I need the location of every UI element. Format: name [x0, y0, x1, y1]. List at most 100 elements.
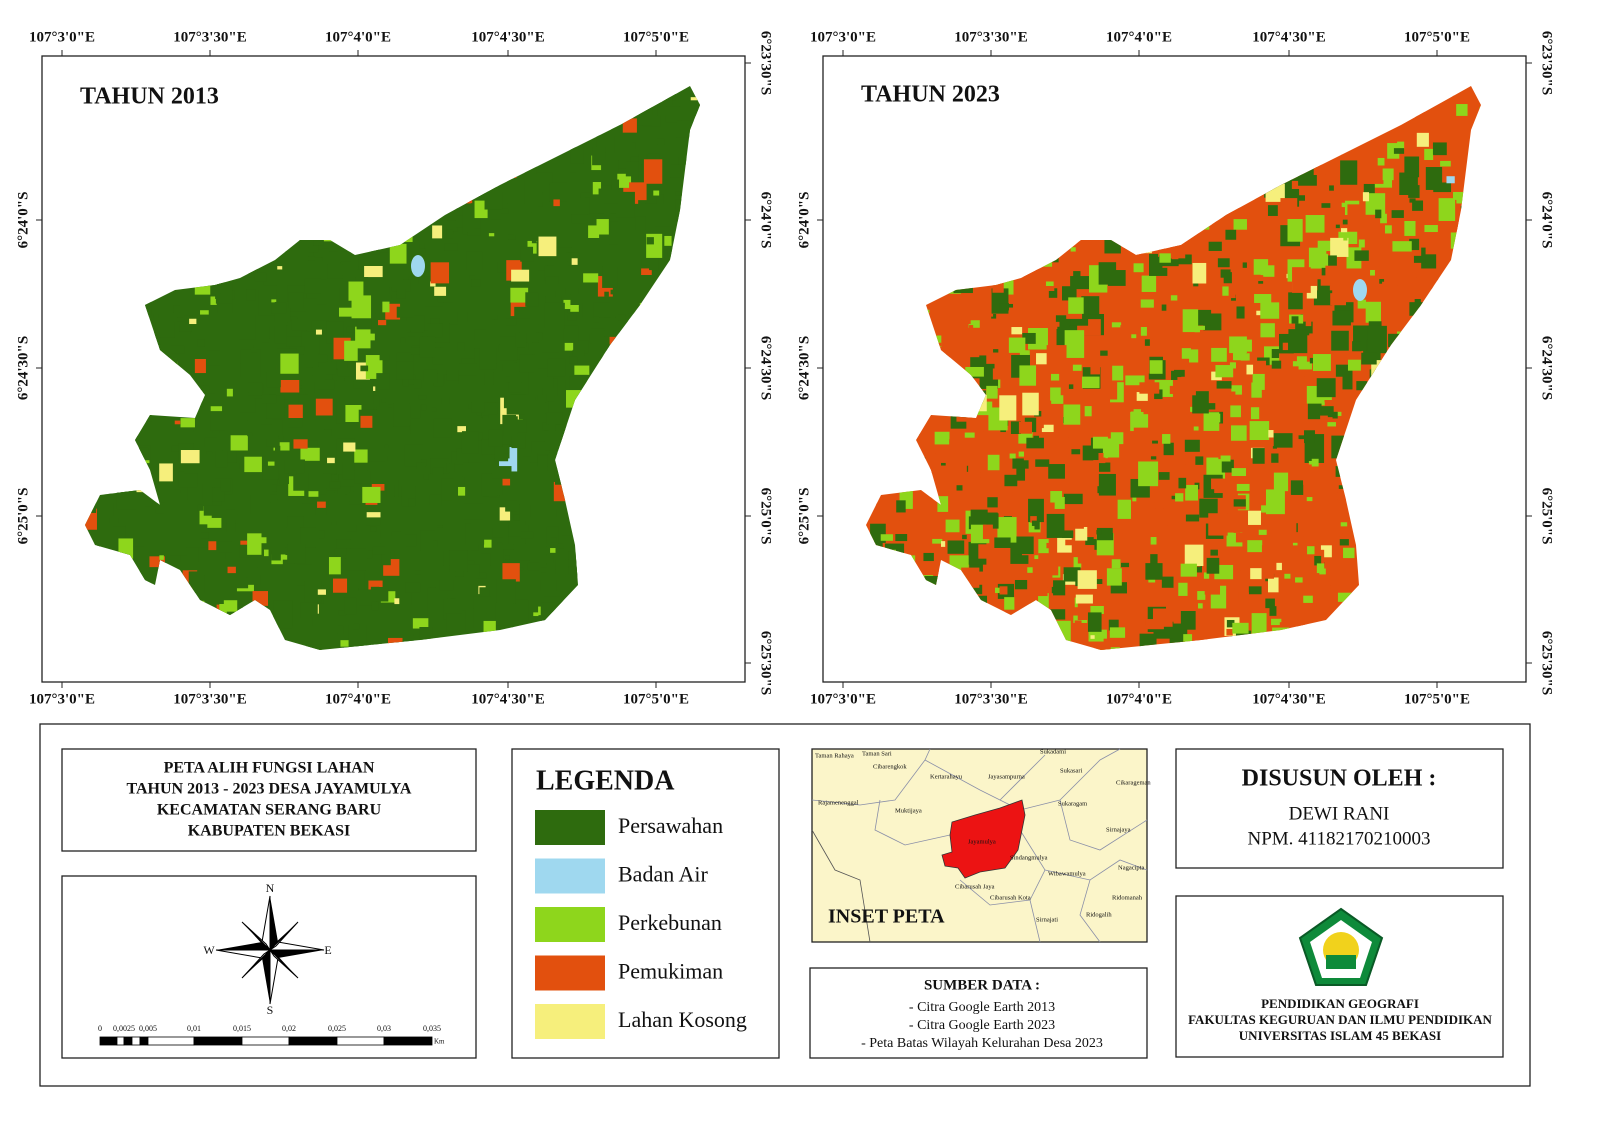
land-patch — [389, 243, 407, 264]
land-patch — [358, 266, 364, 270]
land-patch — [536, 476, 550, 496]
land-patch — [394, 598, 400, 605]
land-patch — [1027, 595, 1039, 604]
land-patch — [457, 342, 465, 352]
land-patch — [961, 319, 971, 325]
land-patch — [458, 486, 466, 496]
land-patch — [408, 276, 419, 284]
land-patch — [1332, 310, 1351, 326]
land-patch — [1148, 577, 1156, 583]
land-patch — [1064, 330, 1085, 358]
land-patch — [1321, 406, 1334, 418]
land-patch — [1084, 406, 1092, 417]
land-patch — [1034, 521, 1040, 530]
land-patch — [1321, 203, 1331, 208]
land-patch — [1226, 628, 1233, 636]
land-patch — [315, 329, 322, 335]
map-title: TAHUN 2013 — [80, 84, 219, 110]
land-patch — [470, 540, 479, 551]
land-patch — [1225, 229, 1237, 240]
land-patch — [1112, 365, 1124, 381]
land-patch — [1235, 532, 1244, 543]
institution-line: UNIVERSITAS ISLAM 45 BEKASI — [1239, 1028, 1441, 1043]
land-patch — [386, 484, 395, 497]
land-patch — [343, 442, 356, 452]
land-patch — [1132, 592, 1141, 599]
land-patch — [670, 164, 681, 178]
land-patch — [643, 159, 663, 184]
land-patch — [1097, 555, 1104, 564]
land-patch — [483, 539, 492, 548]
land-patch — [1324, 519, 1343, 537]
land-patch — [937, 496, 949, 512]
land-patch — [596, 219, 609, 235]
land-patch — [505, 318, 517, 326]
land-patch — [1104, 380, 1118, 400]
land-patch — [353, 380, 363, 389]
land-patch — [1141, 275, 1157, 292]
legend-title: LEGENDA — [536, 765, 675, 796]
land-patch — [1144, 339, 1150, 346]
land-patch — [94, 502, 114, 517]
land-patch — [324, 287, 340, 304]
land-patch — [410, 405, 421, 419]
land-patch — [1252, 373, 1265, 390]
lon-label: 107°5'0"E — [623, 691, 689, 707]
land-patch — [329, 481, 341, 489]
land-patch — [1161, 576, 1174, 588]
land-patch — [1446, 219, 1464, 230]
land-patch — [1204, 403, 1216, 410]
land-patch — [1223, 272, 1232, 284]
land-patch — [1261, 545, 1270, 556]
land-patch — [896, 500, 906, 513]
land-patch — [1192, 391, 1209, 414]
land-patch — [1035, 268, 1055, 291]
land-patch — [555, 290, 571, 300]
land-patch — [1182, 309, 1199, 333]
title-box — [61, 748, 477, 852]
land-patch — [475, 572, 487, 579]
land-patch — [1059, 541, 1065, 548]
land-patch — [1132, 495, 1137, 502]
land-patch — [1290, 480, 1304, 495]
land-patch — [365, 517, 381, 526]
land-patch — [505, 555, 510, 560]
land-patch — [588, 225, 600, 238]
land-patch — [593, 302, 611, 318]
land-patch — [1241, 373, 1251, 382]
land-patch — [1019, 350, 1030, 359]
land-patch — [338, 307, 357, 317]
land-patch — [317, 379, 335, 390]
legend-label: Pemukiman — [618, 959, 723, 984]
land-patch — [396, 306, 414, 318]
land-patch — [1152, 440, 1158, 444]
land-patch — [362, 486, 381, 503]
land-patch — [493, 363, 503, 371]
land-patch — [468, 403, 473, 409]
land-patch — [1139, 382, 1160, 394]
land-patch — [359, 343, 371, 354]
land-patch — [1097, 486, 1106, 494]
place-label: Kertarahayu — [930, 773, 963, 780]
land-patch — [479, 587, 490, 596]
land-patch — [1000, 429, 1006, 433]
land-patch — [402, 378, 409, 387]
land-patch — [506, 394, 526, 415]
compass-s: S — [267, 1003, 274, 1017]
land-patch — [615, 191, 635, 218]
land-patch — [1343, 547, 1355, 559]
land-patch — [487, 402, 508, 414]
land-patch — [993, 349, 999, 353]
land-patch — [1320, 276, 1331, 286]
land-patch — [1218, 447, 1232, 460]
land-patch — [511, 433, 526, 449]
place-label: Ridomanah — [1112, 894, 1143, 901]
land-patch — [1343, 236, 1348, 241]
land-patch — [459, 363, 477, 376]
land-patch — [1297, 187, 1308, 201]
land-patch — [1140, 299, 1154, 308]
land-patch — [1335, 224, 1340, 229]
land-patch — [1409, 238, 1420, 251]
land-patch — [1304, 430, 1315, 444]
land-patch — [1260, 323, 1275, 338]
